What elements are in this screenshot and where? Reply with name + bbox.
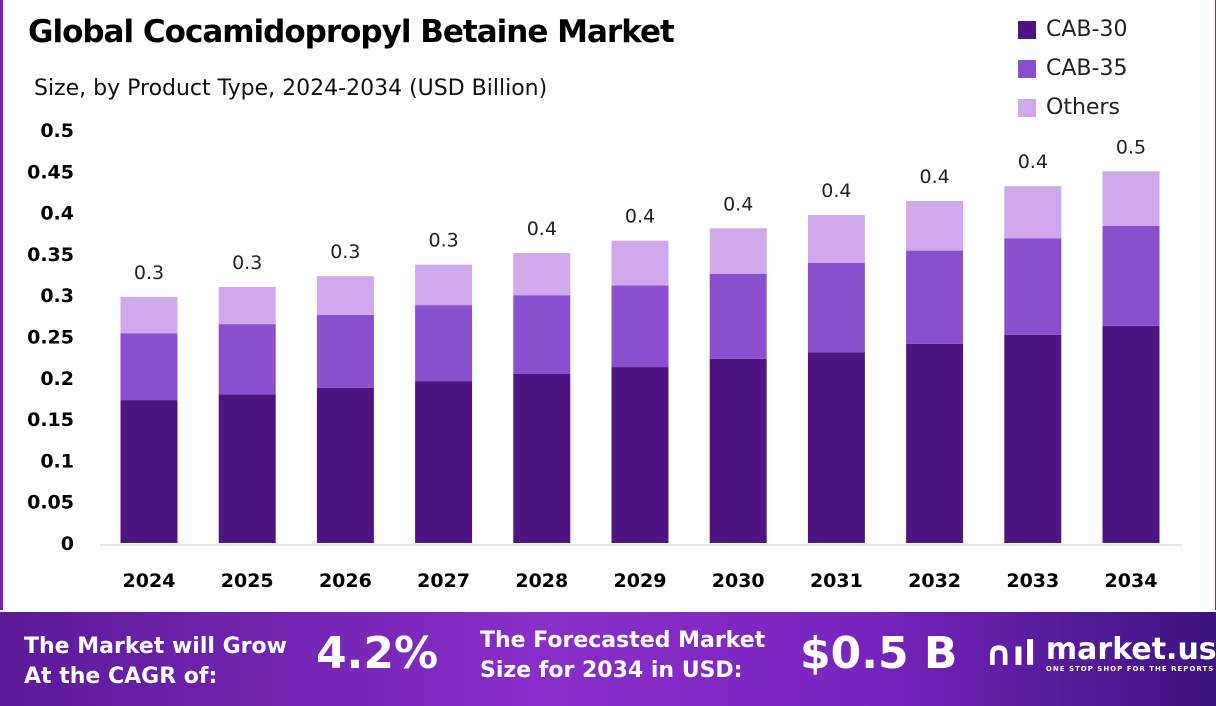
- chart-subtitle: Size, by Product Type, 2024-2034 (USD Bi…: [34, 76, 548, 101]
- legend-swatch: [1018, 98, 1036, 117]
- x-tick-label: 2024: [123, 570, 176, 592]
- bar-segment-others: [513, 253, 571, 296]
- forecast-label-line1: The Forecasted Market: [480, 628, 766, 653]
- total-label: 0.3: [232, 252, 262, 274]
- legend-swatch: [1018, 20, 1036, 39]
- cagr-label: The Market will Grow At the CAGR of:: [24, 632, 287, 692]
- legend-label: Others: [1046, 95, 1120, 120]
- brand-logo: ∩ıl market.us ONE STOP SHOP FOR THE REPOR…: [985, 634, 1216, 674]
- bar-segment-others: [611, 240, 669, 286]
- bar-segment-others: [218, 286, 276, 325]
- bar-chart: 0 0.05 0.1 0.15 0.2 0.25 0.3 0.35 0.4 0.45 0.5 0.3 2…: [27, 120, 1182, 592]
- forecast-label: The Forecasted Market Size for 2034 in US…: [480, 626, 765, 686]
- total-label: 0.3: [428, 230, 458, 252]
- x-tick-label: 2033: [1006, 570, 1059, 592]
- bar-segment-cab-30: [807, 352, 865, 543]
- legend-item-cab35: CAB-35: [1018, 49, 1127, 88]
- bar-segment-others: [316, 276, 374, 316]
- x-tick-label: 2026: [319, 570, 372, 592]
- x-tick-label: 2025: [221, 570, 274, 592]
- bar-segment-others: [807, 215, 865, 263]
- y-tick-label: 0.25: [27, 327, 74, 349]
- y-tick-label: 0.3: [40, 285, 74, 307]
- legend-item-cab30: CAB-30: [1018, 10, 1127, 49]
- x-tick-label: 2028: [515, 570, 568, 592]
- chart-title: Global Cocamidopropyl Betaine Market: [28, 14, 675, 50]
- total-label: 0.4: [1018, 151, 1048, 173]
- bar-segment-cab-35: [513, 295, 571, 374]
- total-label: 0.4: [919, 166, 949, 188]
- total-label: 0.4: [821, 180, 851, 202]
- legend-item-others: Others: [1018, 88, 1127, 127]
- logo-icon: ∩ıl: [985, 634, 1036, 674]
- bar-segment-cab-30: [1102, 325, 1160, 543]
- x-tick-label: 2034: [1105, 570, 1158, 592]
- brand-name: market.us: [1045, 632, 1216, 667]
- bar-segment-cab-35: [120, 333, 178, 401]
- bar-segment-cab-30: [513, 373, 571, 543]
- footer-banner: The Market will Grow At the CAGR of: 4.2%…: [0, 612, 1216, 706]
- total-label: 0.3: [134, 262, 164, 284]
- bar-segment-cab-35: [316, 315, 374, 388]
- bar-segment-others: [906, 201, 964, 251]
- bar-segment-cab-30: [611, 367, 669, 543]
- y-tick-label: 0.45: [27, 161, 74, 183]
- cagr-label-line1: The Market will Grow: [24, 634, 287, 659]
- bar-segment-cab-35: [807, 262, 865, 353]
- bar-segment-cab-30: [316, 387, 374, 543]
- forecast-label-line2: Size for 2034 in USD:: [480, 658, 743, 683]
- bar-segment-others: [1004, 186, 1062, 239]
- bar-segment-cab-30: [120, 400, 178, 543]
- bar-segment-others: [120, 296, 178, 334]
- bar-segment-cab-30: [415, 381, 473, 543]
- bar-segment-cab-30: [1004, 334, 1062, 543]
- legend-label: CAB-30: [1046, 17, 1128, 42]
- bar-segment-others: [1102, 171, 1160, 226]
- brand-tagline: ONE STOP SHOP FOR THE REPORTS: [1045, 665, 1215, 673]
- y-tick-label: 0.4: [40, 203, 74, 225]
- x-tick-label: 2031: [810, 570, 863, 592]
- total-label: 0.3: [330, 241, 360, 263]
- bar-segment-cab-35: [415, 305, 473, 382]
- y-tick-label: 0.35: [27, 244, 74, 266]
- bar-segment-cab-30: [709, 358, 767, 543]
- bar-segment-others: [415, 264, 473, 306]
- x-tick-label: 2027: [417, 570, 470, 592]
- bar-segment-cab-35: [218, 324, 276, 395]
- total-label: 0.4: [527, 218, 557, 240]
- cagr-label-line2: At the CAGR of:: [24, 664, 218, 689]
- legend-swatch: [1018, 59, 1036, 78]
- legend-label: CAB-35: [1046, 56, 1128, 81]
- forecast-value: $0.5 B: [800, 628, 958, 679]
- x-tick-label: 2030: [712, 570, 765, 592]
- bar-segment-cab-35: [611, 285, 669, 368]
- bar-segment-cab-35: [906, 250, 964, 344]
- total-label: 0.4: [723, 193, 753, 215]
- y-tick-label: 0: [61, 533, 74, 555]
- y-tick-label: 0.15: [27, 409, 74, 431]
- bar-segment-others: [709, 228, 767, 274]
- bar-segment-cab-30: [218, 394, 276, 543]
- y-tick-label: 0.05: [27, 492, 74, 514]
- total-label: 0.5: [1116, 136, 1146, 158]
- bar-segment-cab-30: [906, 343, 964, 543]
- x-tick-label: 2029: [614, 570, 667, 592]
- y-tick-label: 0.2: [40, 368, 74, 390]
- y-tick-label: 0.5: [40, 120, 74, 142]
- x-tick-label: 2032: [908, 570, 961, 592]
- bar-segment-cab-35: [709, 273, 767, 359]
- cagr-value: 4.2%: [316, 628, 439, 679]
- bar-segment-cab-35: [1004, 238, 1062, 335]
- bar-segment-cab-35: [1102, 225, 1160, 326]
- y-tick-label: 0.1: [40, 450, 74, 472]
- legend: CAB-30 CAB-35 Others: [1018, 10, 1127, 127]
- total-label: 0.4: [625, 206, 655, 228]
